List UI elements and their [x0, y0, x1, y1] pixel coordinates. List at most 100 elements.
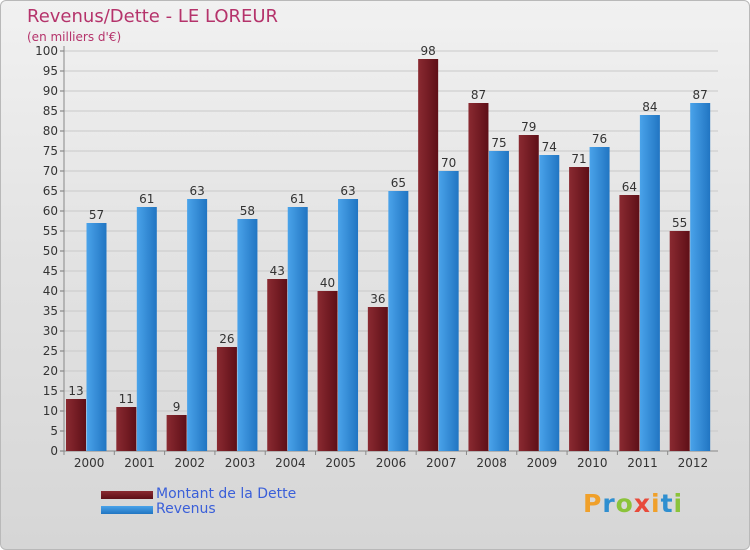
x-tick-label: 2005	[325, 456, 356, 470]
y-tick-label: 100	[35, 44, 58, 58]
y-tick-label: 75	[43, 144, 58, 158]
y-tick-label: 45	[43, 264, 58, 278]
x-tick-label: 2001	[124, 456, 155, 470]
bar-debt	[166, 415, 187, 451]
logo-letter: i	[673, 489, 684, 518]
logo-letter: P	[583, 489, 603, 518]
bar-debt	[216, 347, 237, 451]
x-tick-label: 2002	[174, 456, 205, 470]
x-tick-label: 2008	[476, 456, 507, 470]
bar-revenue	[488, 151, 509, 451]
bar-revenue-value-label: 63	[340, 184, 355, 198]
bar-revenue-value-label: 75	[491, 136, 506, 150]
legend-label-revenue: Revenus	[156, 501, 216, 517]
chart-title: Revenus/Dette - LE LOREUR	[27, 6, 279, 27]
x-tick-label: 2009	[527, 456, 558, 470]
bar-debt-value-label: 9	[173, 400, 181, 414]
bar-debt-value-label: 13	[68, 384, 83, 398]
y-tick-label: 15	[43, 384, 58, 398]
x-tick-label: 2004	[275, 456, 306, 470]
legend-swatch-debt	[101, 491, 153, 499]
bar-debt	[518, 135, 539, 451]
y-tick-label: 20	[43, 364, 58, 378]
bar-revenue-value-label: 87	[693, 88, 708, 102]
bar-revenue	[136, 207, 157, 451]
bar-debt-value-label: 87	[471, 88, 486, 102]
x-tick-label: 2007	[426, 456, 457, 470]
bar-revenue-value-label: 63	[189, 184, 204, 198]
logo-letter: o	[615, 489, 634, 518]
bar-revenue-value-label: 70	[441, 156, 456, 170]
legend-swatch-revenue	[101, 506, 153, 514]
bar-revenue-value-label: 74	[542, 140, 557, 154]
bar-revenue	[287, 207, 308, 451]
bar-debt	[317, 291, 338, 451]
bar-revenue-value-label: 84	[642, 100, 657, 114]
bar-revenue	[589, 147, 610, 451]
y-tick-label: 90	[43, 84, 58, 98]
y-tick-label: 40	[43, 284, 58, 298]
bar-revenue	[338, 199, 359, 451]
bar-debt	[468, 103, 489, 451]
bar-debt	[569, 167, 590, 451]
y-tick-label: 50	[43, 244, 58, 258]
y-tick-label: 35	[43, 304, 58, 318]
y-tick-label: 95	[43, 64, 58, 78]
bar-debt	[367, 307, 388, 451]
bar-revenue-value-label: 61	[290, 192, 305, 206]
y-tick-label: 65	[43, 184, 58, 198]
bar-debt-value-label: 36	[370, 292, 385, 306]
y-tick-label: 25	[43, 344, 58, 358]
logo-letter: x	[633, 489, 651, 518]
bar-revenue	[639, 115, 660, 451]
bar-debt-value-label: 43	[270, 264, 285, 278]
chart-subtitle: (en milliers d'€)	[27, 30, 122, 44]
bar-debt	[619, 195, 640, 451]
bar-revenue-value-label: 61	[139, 192, 154, 206]
bar-revenue	[690, 103, 711, 451]
bar-debt	[669, 231, 690, 451]
y-tick-label: 30	[43, 324, 58, 338]
logo-letter: r	[602, 489, 616, 518]
y-tick-label: 55	[43, 224, 58, 238]
logo-letter: t	[660, 489, 674, 518]
bar-revenue-value-label: 65	[391, 176, 406, 190]
bar-debt-value-label: 26	[219, 332, 234, 346]
logo-letter: i	[651, 489, 661, 518]
bar-debt-value-label: 64	[622, 180, 637, 194]
bar-revenue	[539, 155, 560, 451]
bar-debt	[116, 407, 137, 451]
bar-debt-value-label: 55	[672, 216, 687, 230]
y-tick-label: 80	[43, 124, 58, 138]
bar-revenue	[86, 223, 107, 451]
bar-debt	[418, 59, 439, 451]
bar-debt-value-label: 71	[571, 152, 586, 166]
y-tick-label: 85	[43, 104, 58, 118]
bar-revenue-value-label: 58	[240, 204, 255, 218]
x-tick-label: 2010	[577, 456, 608, 470]
x-tick-label: 2003	[225, 456, 256, 470]
bar-revenue-value-label: 76	[592, 132, 607, 146]
y-tick-label: 70	[43, 164, 58, 178]
bar-debt-value-label: 79	[521, 120, 536, 134]
x-tick-label: 2011	[627, 456, 658, 470]
bar-revenue	[388, 191, 409, 451]
y-tick-label: 10	[43, 404, 58, 418]
bar-debt-value-label: 40	[320, 276, 335, 290]
bar-debt-value-label: 11	[119, 392, 134, 406]
bar-debt	[267, 279, 288, 451]
bar-revenue	[187, 199, 208, 451]
bar-debt	[66, 399, 86, 451]
x-tick-label: 2006	[376, 456, 407, 470]
x-tick-label: 2000	[74, 456, 105, 470]
y-tick-label: 5	[50, 424, 58, 438]
bar-revenue	[438, 171, 459, 451]
bar-revenue-value-label: 57	[89, 208, 104, 222]
y-tick-label: 0	[50, 444, 58, 458]
proxiti-logo: Proxiti	[583, 489, 683, 518]
y-tick-label: 60	[43, 204, 58, 218]
legend-label-debt: Montant de la Dette	[156, 486, 297, 502]
bar-debt-value-label: 98	[421, 44, 436, 58]
